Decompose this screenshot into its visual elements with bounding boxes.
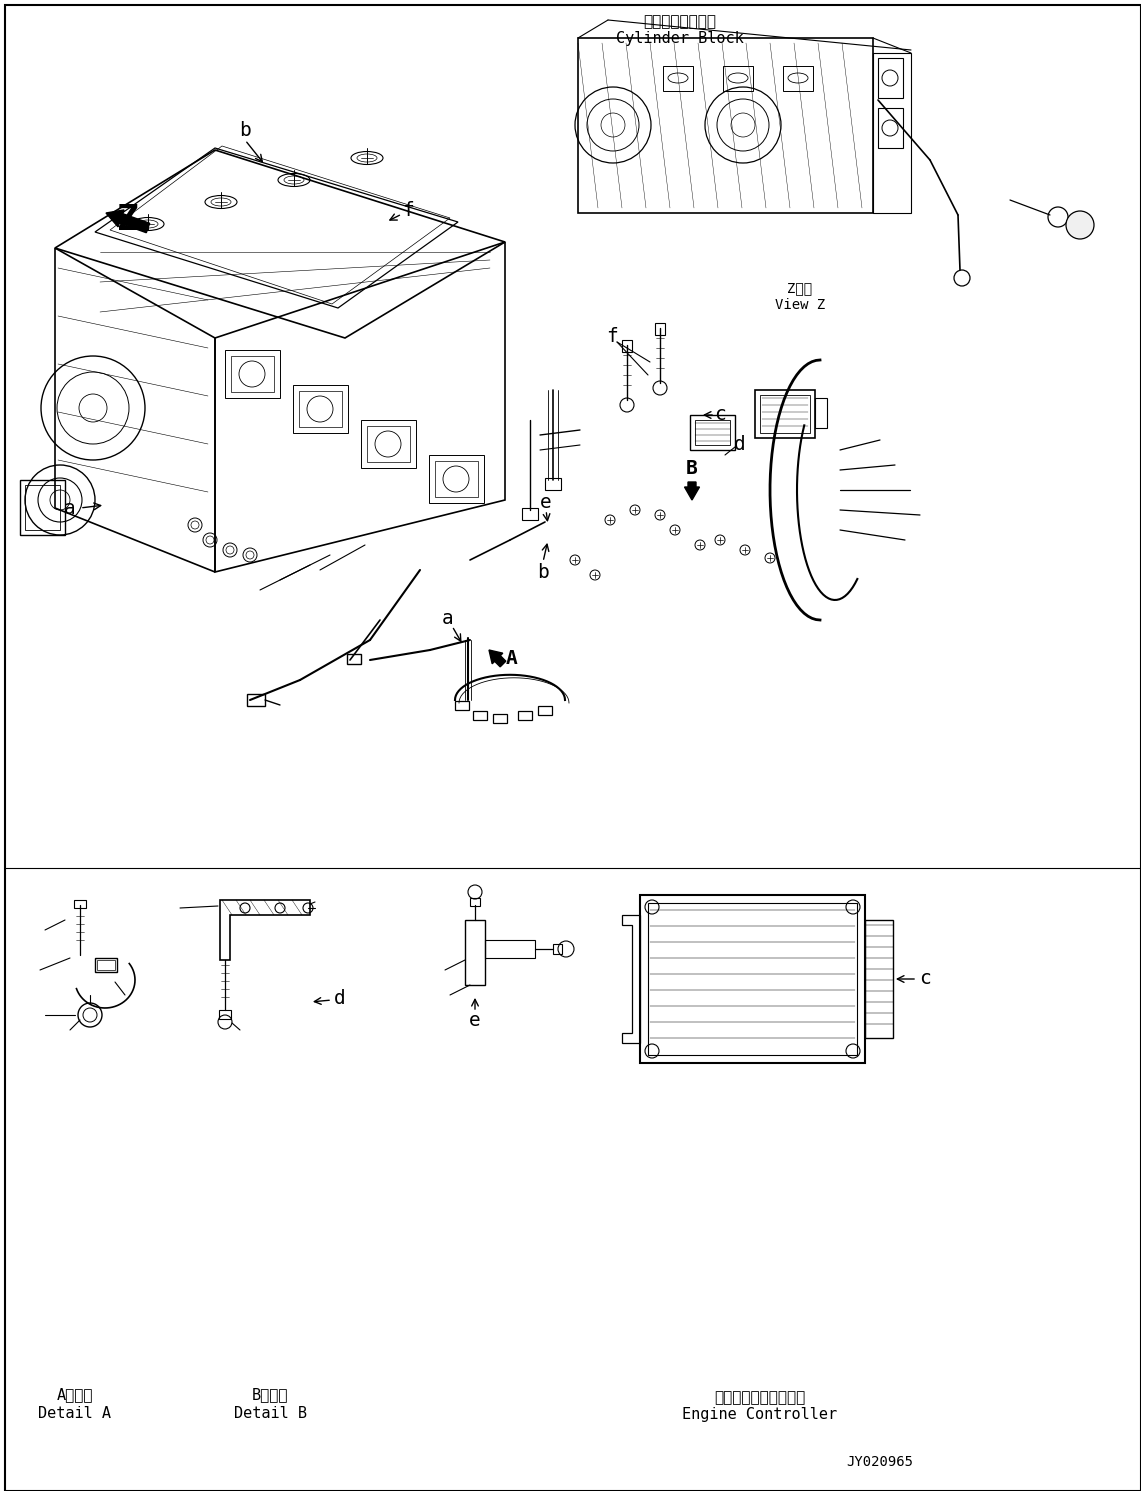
Bar	[293, 385, 348, 432]
Circle shape	[655, 510, 665, 520]
Circle shape	[605, 514, 615, 525]
FancyArrow shape	[489, 650, 505, 666]
Circle shape	[741, 546, 750, 555]
Circle shape	[630, 505, 640, 514]
Circle shape	[590, 570, 600, 580]
Circle shape	[570, 555, 580, 565]
Bar	[230, 356, 274, 392]
Bar	[760, 395, 810, 432]
Text: a: a	[442, 608, 454, 628]
Bar	[470, 898, 480, 907]
Text: d: d	[734, 435, 746, 455]
Circle shape	[670, 525, 680, 535]
Bar	[539, 707, 552, 716]
Text: Engine Controller: Engine Controller	[682, 1408, 837, 1422]
Bar	[865, 920, 893, 1038]
Text: c: c	[920, 969, 931, 989]
Text: エンジンコントローラ: エンジンコントローラ	[714, 1391, 806, 1406]
Text: A　詳細: A 詳細	[57, 1388, 94, 1403]
Bar	[640, 895, 865, 1063]
Bar	[553, 944, 563, 954]
Bar	[493, 714, 507, 723]
Bar	[97, 960, 115, 971]
Bar	[545, 479, 561, 491]
Text: View Z: View Z	[775, 298, 825, 312]
Text: シリンダブロック: シリンダブロック	[644, 15, 717, 30]
Text: f: f	[402, 200, 414, 219]
Bar	[367, 426, 410, 462]
Circle shape	[764, 553, 775, 564]
Circle shape	[695, 540, 705, 550]
Text: b: b	[537, 562, 549, 581]
Bar	[521, 508, 539, 520]
Bar	[361, 420, 416, 468]
Bar	[690, 414, 735, 450]
Bar	[873, 54, 911, 213]
Bar	[879, 107, 903, 148]
Bar	[578, 37, 873, 213]
Text: e: e	[469, 1011, 480, 1029]
Bar	[74, 901, 86, 908]
Bar	[815, 398, 827, 428]
Bar	[455, 701, 469, 710]
Bar	[429, 455, 484, 502]
Text: A: A	[507, 649, 518, 668]
Bar	[225, 350, 280, 398]
Bar	[663, 66, 693, 91]
Bar	[518, 711, 532, 720]
Bar	[21, 480, 65, 535]
Bar	[783, 66, 814, 91]
Bar	[648, 904, 857, 1056]
Text: c: c	[714, 406, 726, 425]
Text: Z　視: Z 視	[787, 280, 812, 295]
Bar	[879, 58, 903, 98]
Text: e: e	[540, 492, 552, 511]
Bar	[485, 939, 535, 959]
Bar	[25, 485, 60, 529]
Text: JY020965: JY020965	[847, 1455, 914, 1469]
Text: b: b	[240, 121, 251, 140]
Bar	[95, 959, 118, 972]
Bar	[219, 1009, 230, 1018]
Text: B　詳細: B 詳細	[252, 1388, 289, 1403]
Circle shape	[1066, 212, 1094, 239]
Text: B: B	[686, 459, 698, 477]
Bar	[655, 324, 665, 335]
Bar	[755, 391, 815, 438]
FancyArrow shape	[106, 210, 149, 233]
Bar	[299, 391, 342, 426]
Text: d: d	[334, 989, 346, 1008]
Text: a: a	[64, 498, 75, 517]
Bar	[474, 711, 487, 720]
Text: Z: Z	[118, 203, 139, 237]
Text: Detail B: Detail B	[234, 1406, 307, 1421]
Bar	[622, 340, 632, 352]
Text: Cylinder Block: Cylinder Block	[616, 30, 744, 46]
Text: f: f	[606, 328, 618, 346]
Bar	[466, 920, 485, 986]
Bar	[723, 66, 753, 91]
Text: Detail A: Detail A	[39, 1406, 112, 1421]
Bar	[435, 461, 478, 497]
Circle shape	[715, 535, 725, 546]
Bar	[347, 655, 361, 663]
Bar	[246, 693, 265, 707]
Bar	[695, 420, 730, 444]
FancyArrow shape	[685, 482, 699, 499]
